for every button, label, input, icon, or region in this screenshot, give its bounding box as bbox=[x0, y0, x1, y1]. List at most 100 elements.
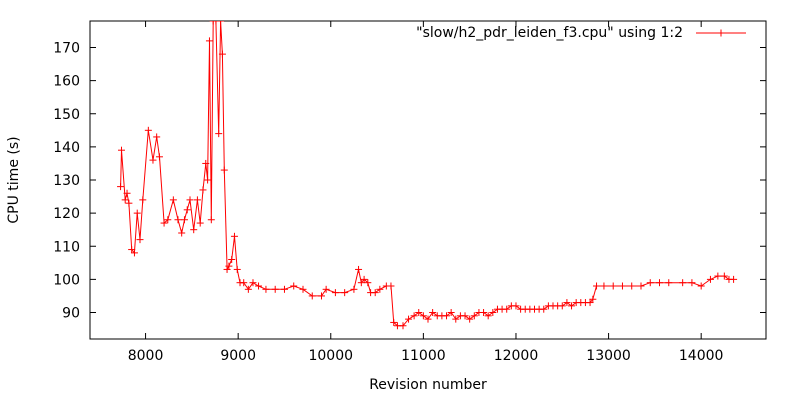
data-point bbox=[244, 285, 252, 293]
data-point bbox=[443, 312, 451, 320]
data-point bbox=[228, 256, 236, 263]
data-point bbox=[130, 249, 138, 257]
data-point bbox=[600, 282, 608, 290]
data-point bbox=[117, 183, 125, 191]
data-point bbox=[618, 282, 626, 290]
data-point bbox=[697, 282, 705, 290]
data-point bbox=[665, 279, 673, 287]
y-tick-label: 170 bbox=[53, 41, 80, 57]
data-point bbox=[390, 318, 398, 326]
data-point bbox=[714, 272, 722, 280]
data-point bbox=[730, 275, 738, 283]
legend-plus-marker bbox=[717, 29, 725, 37]
data-point bbox=[193, 196, 201, 204]
series-layer bbox=[117, 21, 738, 330]
data-point bbox=[415, 309, 423, 316]
data-point bbox=[144, 126, 152, 134]
data-point bbox=[447, 309, 455, 316]
data-point bbox=[220, 166, 228, 174]
series-line bbox=[120, 21, 734, 327]
data-point bbox=[656, 279, 664, 287]
data-point bbox=[207, 216, 215, 224]
data-point bbox=[484, 312, 492, 320]
data-point bbox=[563, 299, 571, 307]
y-tick-label: 130 bbox=[53, 173, 80, 189]
data-point bbox=[452, 315, 460, 323]
data-point bbox=[164, 216, 172, 224]
plot-frame bbox=[89, 20, 767, 340]
data-point bbox=[489, 309, 497, 316]
data-point bbox=[262, 285, 270, 293]
data-point bbox=[202, 159, 210, 167]
legend-marker bbox=[717, 29, 725, 37]
data-point bbox=[123, 189, 131, 197]
data-point bbox=[183, 206, 191, 214]
data-point bbox=[589, 295, 597, 303]
data-point bbox=[646, 279, 654, 287]
data-point bbox=[688, 279, 696, 287]
x-axis-label: Revision number bbox=[369, 377, 487, 393]
data-point bbox=[225, 262, 233, 270]
data-point bbox=[609, 282, 617, 290]
data-point bbox=[637, 282, 645, 290]
data-point bbox=[136, 236, 144, 244]
data-point bbox=[125, 199, 133, 207]
data-point bbox=[249, 279, 257, 287]
data-point bbox=[360, 275, 368, 283]
data-point bbox=[271, 285, 279, 293]
data-point bbox=[186, 196, 194, 204]
data-point bbox=[149, 156, 157, 164]
y-tick-label: 120 bbox=[53, 206, 80, 222]
data-point bbox=[139, 196, 147, 204]
data-point bbox=[212, 21, 220, 25]
data-point bbox=[429, 309, 437, 316]
data-point bbox=[405, 315, 413, 323]
data-point bbox=[350, 285, 358, 293]
data-point bbox=[223, 265, 231, 273]
data-point bbox=[308, 292, 316, 300]
y-tick-label: 160 bbox=[53, 74, 80, 90]
x-tick-label: 8000 bbox=[128, 348, 164, 364]
x-tick-label: 11000 bbox=[401, 348, 446, 364]
data-point bbox=[230, 232, 238, 240]
x-tick-label: 13000 bbox=[586, 348, 631, 364]
data-point bbox=[233, 265, 241, 273]
x-tick-label: 12000 bbox=[494, 348, 539, 364]
data-point bbox=[331, 289, 339, 297]
x-tick-label: 14000 bbox=[679, 348, 724, 364]
data-point bbox=[178, 229, 186, 237]
y-tick-label: 140 bbox=[53, 140, 80, 156]
data-point bbox=[217, 21, 225, 25]
data-point bbox=[190, 226, 198, 234]
data-point bbox=[424, 315, 432, 323]
data-point bbox=[290, 282, 298, 290]
data-point bbox=[121, 196, 129, 204]
y-axis-label: CPU time (s) bbox=[6, 136, 22, 223]
x-tick-label: 10000 bbox=[308, 348, 353, 364]
data-point bbox=[318, 292, 326, 300]
x-tick-label: 9000 bbox=[220, 348, 256, 364]
data-point bbox=[512, 302, 520, 310]
data-point bbox=[341, 289, 349, 297]
data-point bbox=[240, 279, 248, 287]
y-tick-label: 90 bbox=[62, 306, 80, 322]
data-point bbox=[503, 305, 511, 313]
data-point bbox=[419, 312, 427, 320]
data-point bbox=[174, 216, 182, 224]
data-point bbox=[160, 219, 168, 227]
data-point bbox=[209, 21, 217, 25]
data-point bbox=[376, 285, 384, 293]
data-point bbox=[364, 279, 372, 287]
data-point bbox=[568, 302, 576, 310]
data-point bbox=[196, 219, 204, 227]
data-point bbox=[299, 285, 307, 293]
y-tick-label: 100 bbox=[53, 272, 80, 288]
data-point bbox=[215, 130, 223, 138]
data-point bbox=[410, 312, 418, 320]
data-point bbox=[205, 37, 213, 45]
data-point bbox=[558, 302, 566, 310]
data-point bbox=[133, 209, 141, 217]
data-point bbox=[399, 322, 407, 330]
data-point bbox=[280, 285, 288, 293]
